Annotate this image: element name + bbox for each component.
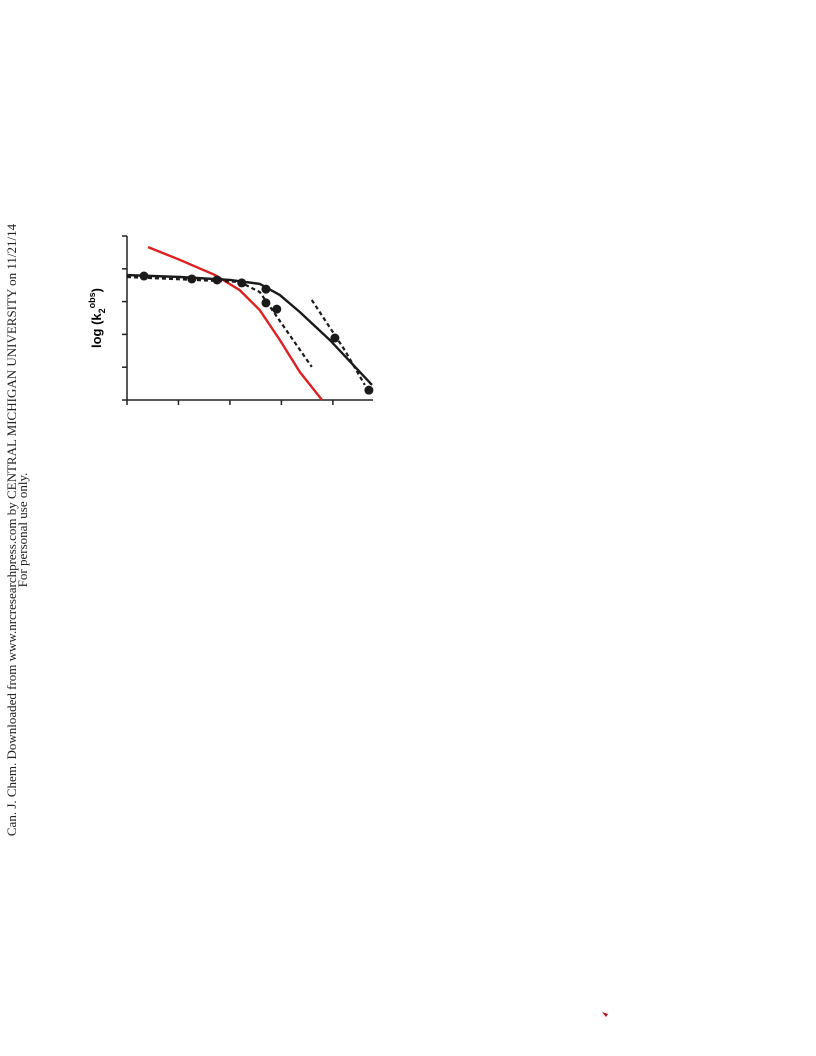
data-point [261, 298, 271, 308]
line [147, 246, 323, 401]
watermark-line: For personal use only. [15, 473, 30, 588]
line [126, 273, 373, 386]
data-point [139, 271, 149, 281]
y-label-end: ) [89, 288, 104, 292]
y-axis-label: log (k2obs) [87, 288, 107, 348]
y-label-sup: obs [87, 292, 97, 308]
data-point [212, 275, 222, 285]
watermark-line: Can. J. Chem. Downloaded from www.nrcres… [4, 223, 19, 836]
data-point [237, 278, 247, 288]
y-label-sub: 2 [97, 308, 107, 313]
data-point [261, 284, 271, 294]
data-point [330, 333, 340, 343]
data-point [272, 304, 282, 314]
data-point [364, 385, 374, 395]
y-label-text: log (k [89, 313, 104, 348]
dashed-line [126, 275, 313, 368]
mark [602, 1012, 608, 1017]
data-point [187, 274, 197, 284]
dashed-line [310, 299, 366, 386]
